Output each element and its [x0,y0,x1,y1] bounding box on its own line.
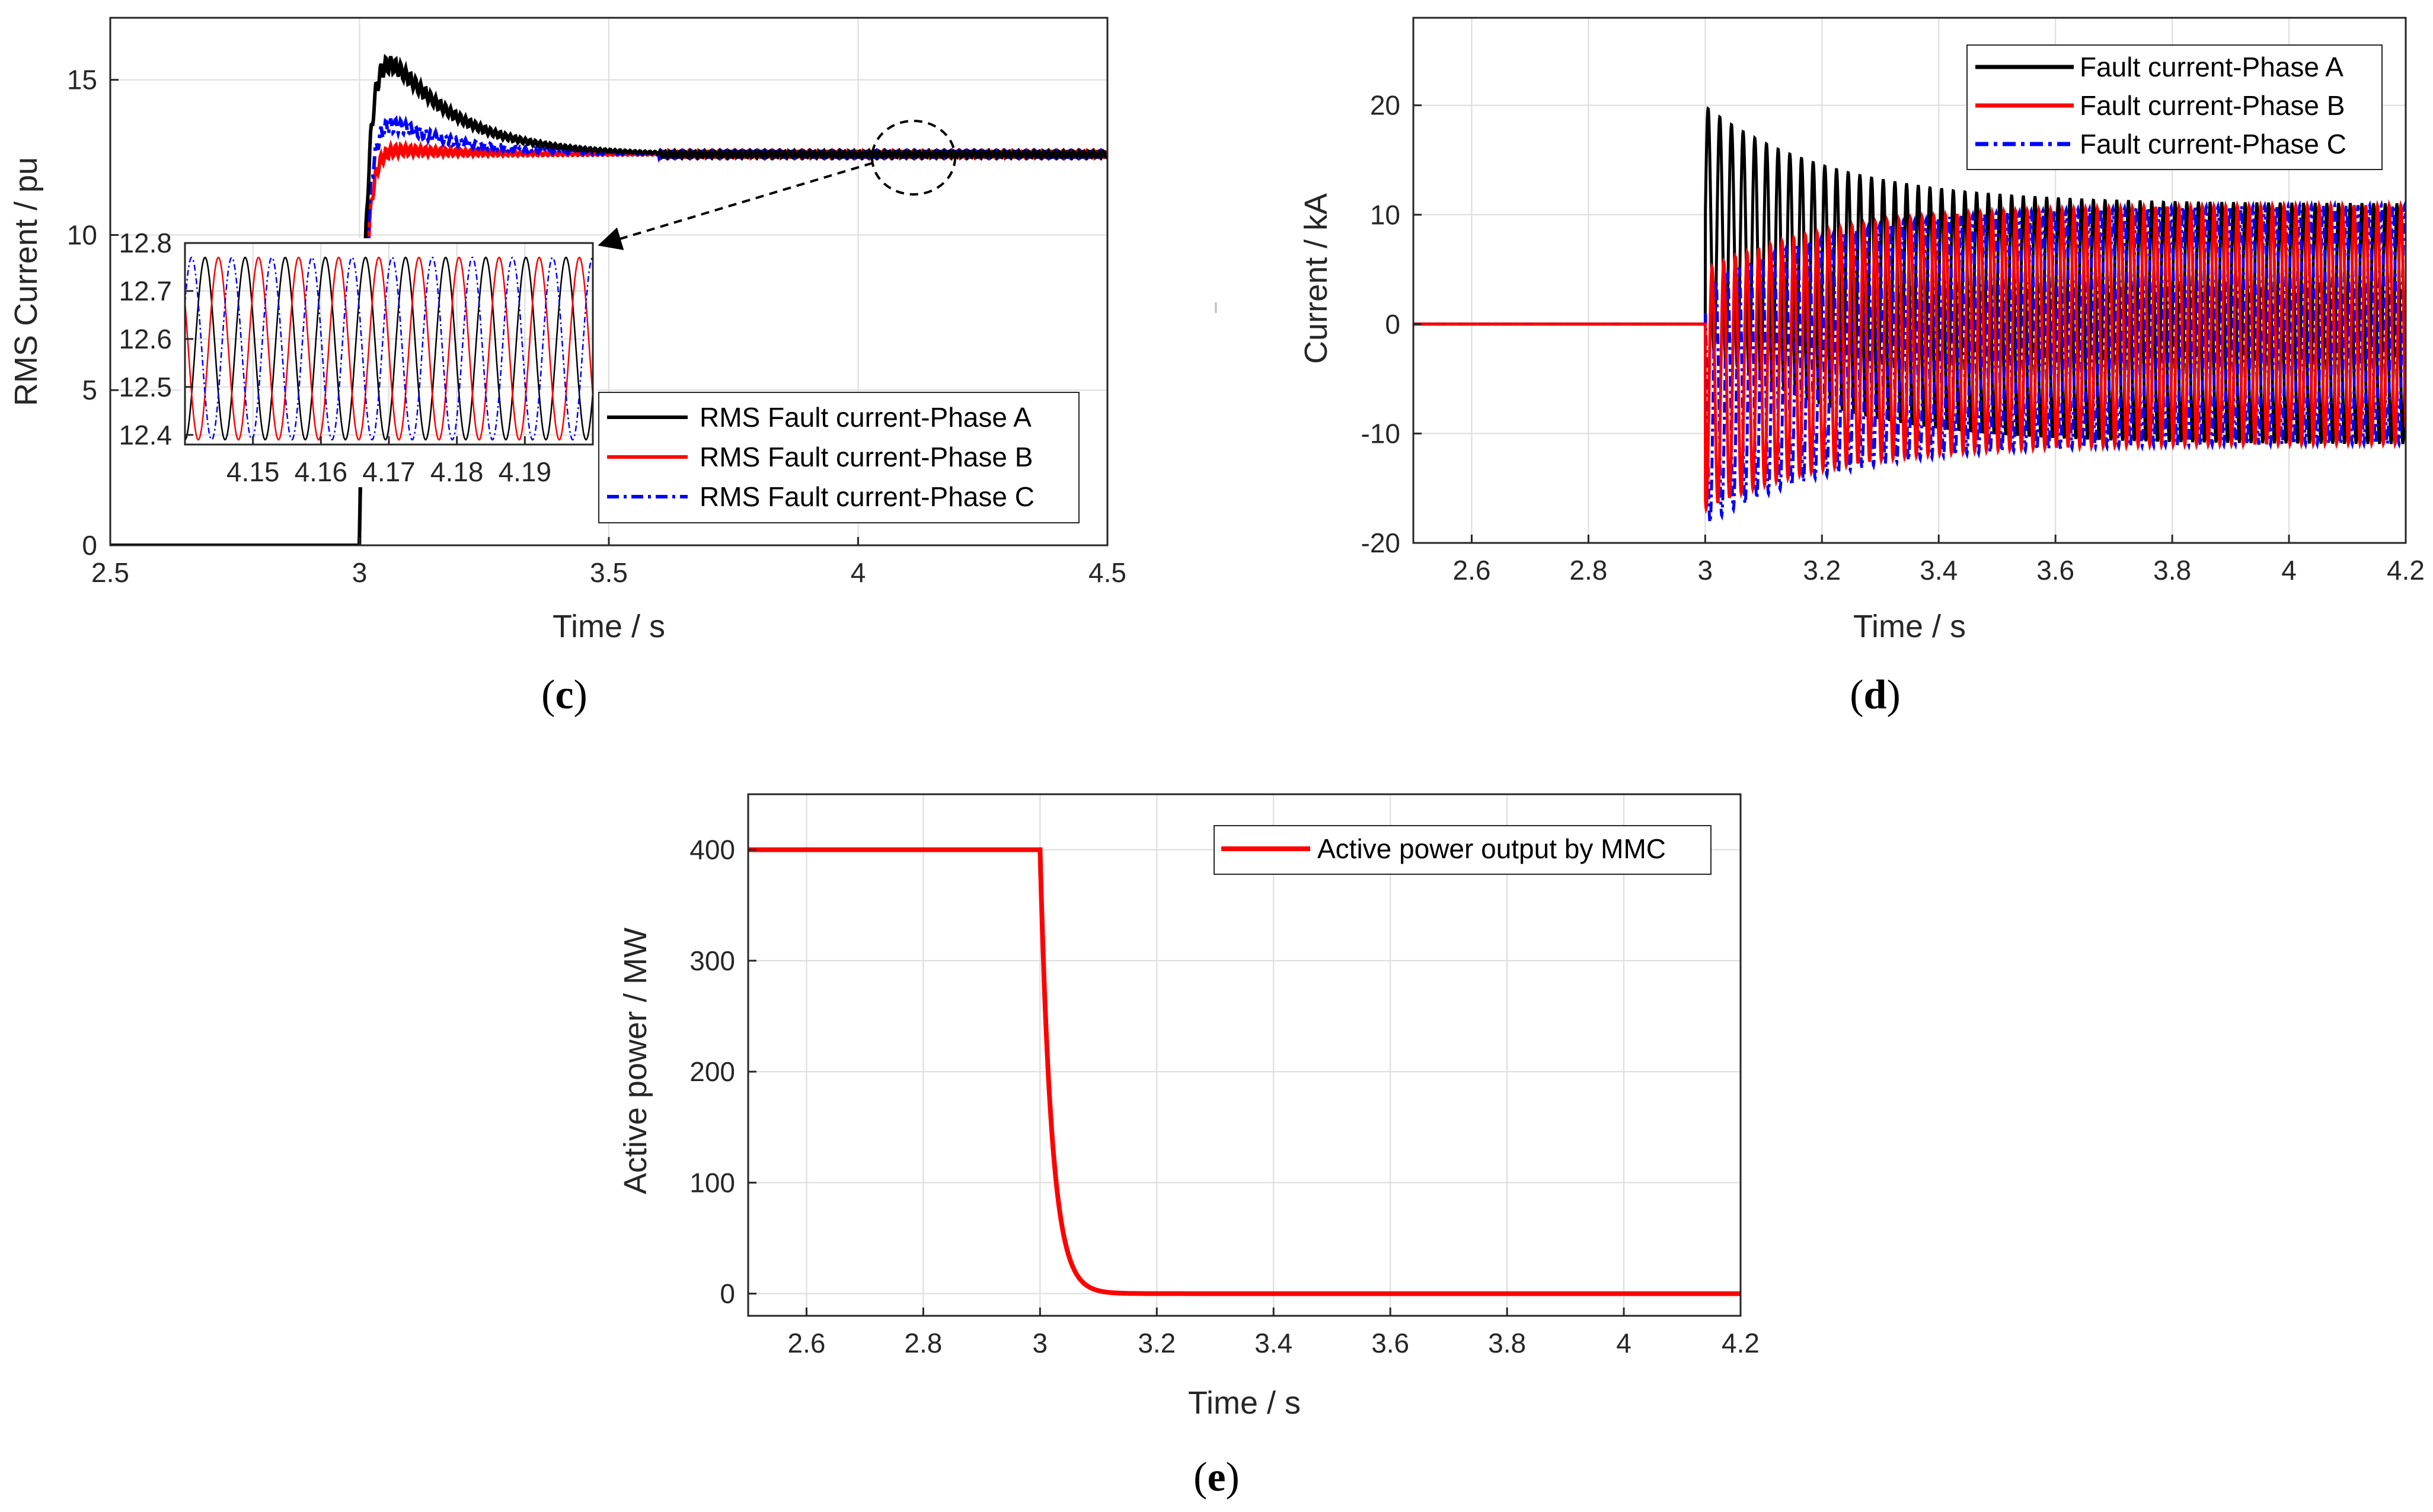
x-tick-label-e: 4.2 [1722,1328,1760,1358]
y-tick-label-c: 10 [67,219,97,250]
x-tick-label-d: 4 [2281,555,2297,586]
series-group-e [748,847,1741,1296]
x-tick-label-d: 3.4 [1920,555,1958,586]
y-tick-label-d: -20 [1361,528,1400,558]
caption-letter-e: e [1207,1455,1225,1500]
series-line-c-0 [110,53,1107,545]
y-tick-label-d: 0 [1385,309,1400,340]
caption-d: (d) [1850,672,1901,718]
legend-label-c-a: RMS Fault current-Phase A [700,402,1032,433]
y-tick-label-e: 200 [689,1056,735,1087]
x-tick-label-d: 4.2 [2387,555,2425,586]
zoom-arrow [598,162,873,250]
y-tick-label-e: 100 [689,1167,735,1198]
x-axis-label-c: Time / s [553,609,665,644]
caption-letter-c: c [555,672,573,718]
x-axis-label-e: Time / s [1188,1385,1301,1421]
legend-label-d-c: Fault current-Phase C [2080,129,2346,159]
x-tick-label-e: 3.2 [1138,1328,1176,1358]
legend-label-d-b: Fault current-Phase B [2080,90,2345,121]
x-tick-label-e: 3.8 [1488,1328,1526,1358]
series-group-c [110,53,1107,545]
x-tick-label-ins: 4.17 [362,456,416,487]
x-tick-label-ins: 4.15 [226,456,280,487]
x-tick-label-e: 2.8 [904,1328,942,1358]
ticks-e: 2.6 2.8 3 3.2 3.4 3.6 3.8 4 4.2 400 300 200 100 0 [689,835,1760,1358]
series-line-d-2 [1413,199,2406,528]
ticks-d: 2.6 2.8 3 3.2 3.4 3.6 3.8 4 4.2 20 10 0 -10 -20 [1361,90,2425,586]
ticks-c: 2.5 3 3.5 4 4.5 0 5 10 15 [67,65,1126,588]
y-tick-label-ins: 12.7 [119,276,172,306]
x-tick-label-c: 4 [851,557,866,588]
series-line-d-1 [1413,199,2406,514]
y-axis-label-d: Current / kA [1298,193,1334,364]
axes-frame-e [747,793,1742,1317]
y-tick-label-d: -10 [1361,418,1400,449]
y-tick-label-c: 0 [82,530,97,561]
x-tick-label-d: 2.6 [1452,555,1490,586]
x-tick-label-e: 3.6 [1371,1328,1409,1358]
x-tick-label-d: 3 [1698,555,1713,586]
y-tick-label-ins: 12.4 [119,420,172,450]
legend-label-d-a: Fault current-Phase A [2080,52,2343,82]
x-tick-label-d: 2.8 [1569,555,1607,586]
x-tick-label-c: 4.5 [1088,557,1126,588]
x-tick-label-ins: 4.19 [499,456,552,487]
x-tick-label-ins: 4.18 [430,456,484,487]
y-tick-label-e: 0 [720,1278,735,1309]
x-tick-label-d: 3.6 [2036,555,2074,586]
x-axis-label-d: Time / s [1853,609,1966,644]
x-tick-label-e: 4 [1616,1328,1631,1358]
x-tick-label-d: 3.2 [1803,555,1841,586]
panel-e: 2.6 2.8 3 3.2 3.4 3.6 3.8 4 4.2 400 300 200 100 0 Tim… [618,793,1760,1500]
y-tick-label-d: 10 [1370,199,1400,230]
legend-label-c-c: RMS Fault current-Phase C [700,481,1034,512]
panel-d: 2.6 2.8 3 3.2 3.4 3.6 3.8 4 4.2 20 10 0 -10 -20 Time … [1298,17,2425,718]
y-tick-label-ins: 12.6 [119,324,172,354]
plot-area-e [748,794,1741,1316]
legend-d: Fault current-Phase A Fault current-Phas… [1966,44,2383,170]
x-tick-label-e: 3.4 [1254,1328,1292,1358]
y-tick-label-e: 300 [689,945,735,976]
panel-c: 2.5 3 3.5 4 4.5 0 5 10 15 Time / s RMS Current /… [8,17,1126,718]
caption-c: (c) [541,672,588,718]
zoom-region-ellipse [871,120,956,196]
legend-label-e: Active power output by MMC [1317,833,1666,864]
x-tick-label-e: 2.6 [787,1328,825,1358]
x-tick-label-ins: 4.16 [295,456,348,487]
y-tick-label-ins: 12.8 [119,228,172,258]
y-tick-label-e: 400 [689,835,735,865]
y-tick-label-d: 20 [1370,90,1400,121]
x-tick-label-e: 3 [1033,1328,1048,1358]
inset-ticks: 4.15 4.16 4.17 4.18 4.19 12.8 12.7 12.6 12.5 12.4 [119,228,551,487]
y-axis-label-e: Active power / MW [618,928,653,1194]
x-tick-label-c: 3 [352,557,368,588]
caption-letter-d: d [1864,672,1887,718]
caption-e: (e) [1193,1455,1240,1500]
y-tick-label-c: 5 [82,375,97,405]
series-line-e-0 [748,847,1741,1296]
legend-e: Active power output by MMC [1214,825,1712,875]
inset-series-line-1 [185,256,593,441]
legend-c: RMS Fault current-Phase A RMS Fault curr… [598,392,1080,523]
y-axis-label-c: RMS Current / pu [8,157,44,406]
x-tick-label-c: 3.5 [590,557,628,588]
y-tick-label-c: 15 [67,65,97,95]
legend-label-c-b: RMS Fault current-Phase B [700,442,1033,472]
x-tick-label-c: 2.5 [91,557,129,588]
x-tick-label-d: 3.8 [2153,555,2191,586]
axes-frame-d [1412,17,2407,544]
series-group-d [1413,106,2406,528]
inset-c: 4.15 4.16 4.17 4.18 4.19 12.8 12.7 12.6 12.5 12.4 [119,228,597,487]
inset-series-line-0 [185,256,593,441]
y-tick-label-ins: 12.5 [119,372,172,402]
